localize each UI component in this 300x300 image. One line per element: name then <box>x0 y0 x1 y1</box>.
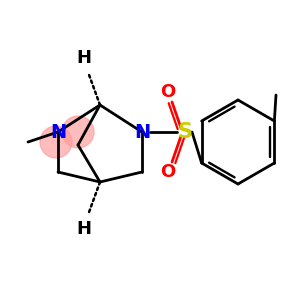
Text: H: H <box>76 220 92 238</box>
Text: N: N <box>134 122 150 142</box>
Circle shape <box>40 126 72 158</box>
Text: O: O <box>160 83 175 101</box>
Text: H: H <box>76 49 92 67</box>
Text: O: O <box>160 163 175 181</box>
Circle shape <box>62 116 94 148</box>
Text: S: S <box>178 122 193 142</box>
Text: N: N <box>50 122 66 142</box>
